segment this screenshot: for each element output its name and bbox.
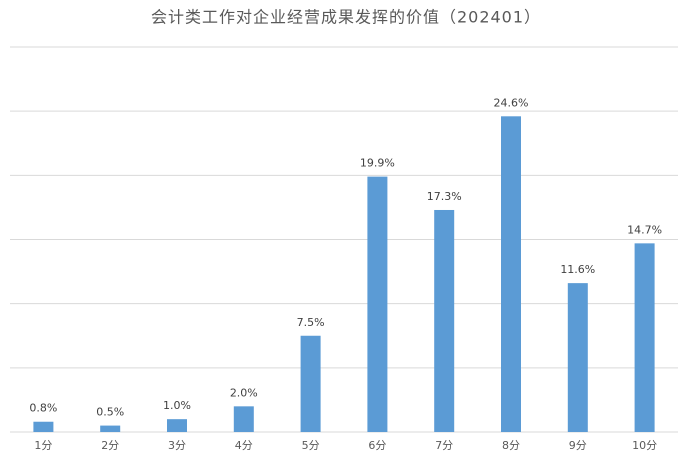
x-tick-label: 5分: [302, 439, 320, 452]
value-label: 0.8%: [29, 402, 57, 415]
value-label: 19.9%: [360, 157, 395, 170]
value-label: 17.3%: [427, 190, 462, 203]
chart-title: 会计类工作对企业经营成果发挥的价值（202401）: [151, 8, 541, 27]
x-tick-label: 10分: [632, 439, 657, 452]
x-tick-label: 7分: [435, 439, 453, 452]
x-tick-label: 3分: [168, 439, 186, 452]
value-label: 7.5%: [297, 316, 325, 329]
x-tick-label: 8分: [502, 439, 520, 452]
bar: [567, 283, 588, 432]
x-tick-label: 9分: [569, 439, 587, 452]
value-label: 0.5%: [96, 406, 124, 419]
bar: [300, 335, 321, 432]
bar: [167, 419, 187, 432]
bar: [100, 425, 121, 432]
x-tick-label: 6分: [368, 439, 386, 452]
x-tick-label: 4分: [235, 439, 253, 452]
bar: [501, 116, 521, 433]
value-label: 2.0%: [230, 386, 258, 399]
bar: [233, 406, 254, 432]
value-label: 11.6%: [560, 263, 595, 276]
bar: [434, 209, 455, 432]
bar: [634, 243, 655, 432]
x-tick-label: 1分: [34, 439, 52, 452]
value-label: 14.7%: [627, 223, 662, 236]
value-label: 1.0%: [163, 399, 191, 412]
value-label: 24.6%: [494, 96, 529, 109]
bar: [367, 176, 388, 432]
bar: [33, 421, 54, 432]
x-tick-label: 2分: [101, 439, 119, 452]
